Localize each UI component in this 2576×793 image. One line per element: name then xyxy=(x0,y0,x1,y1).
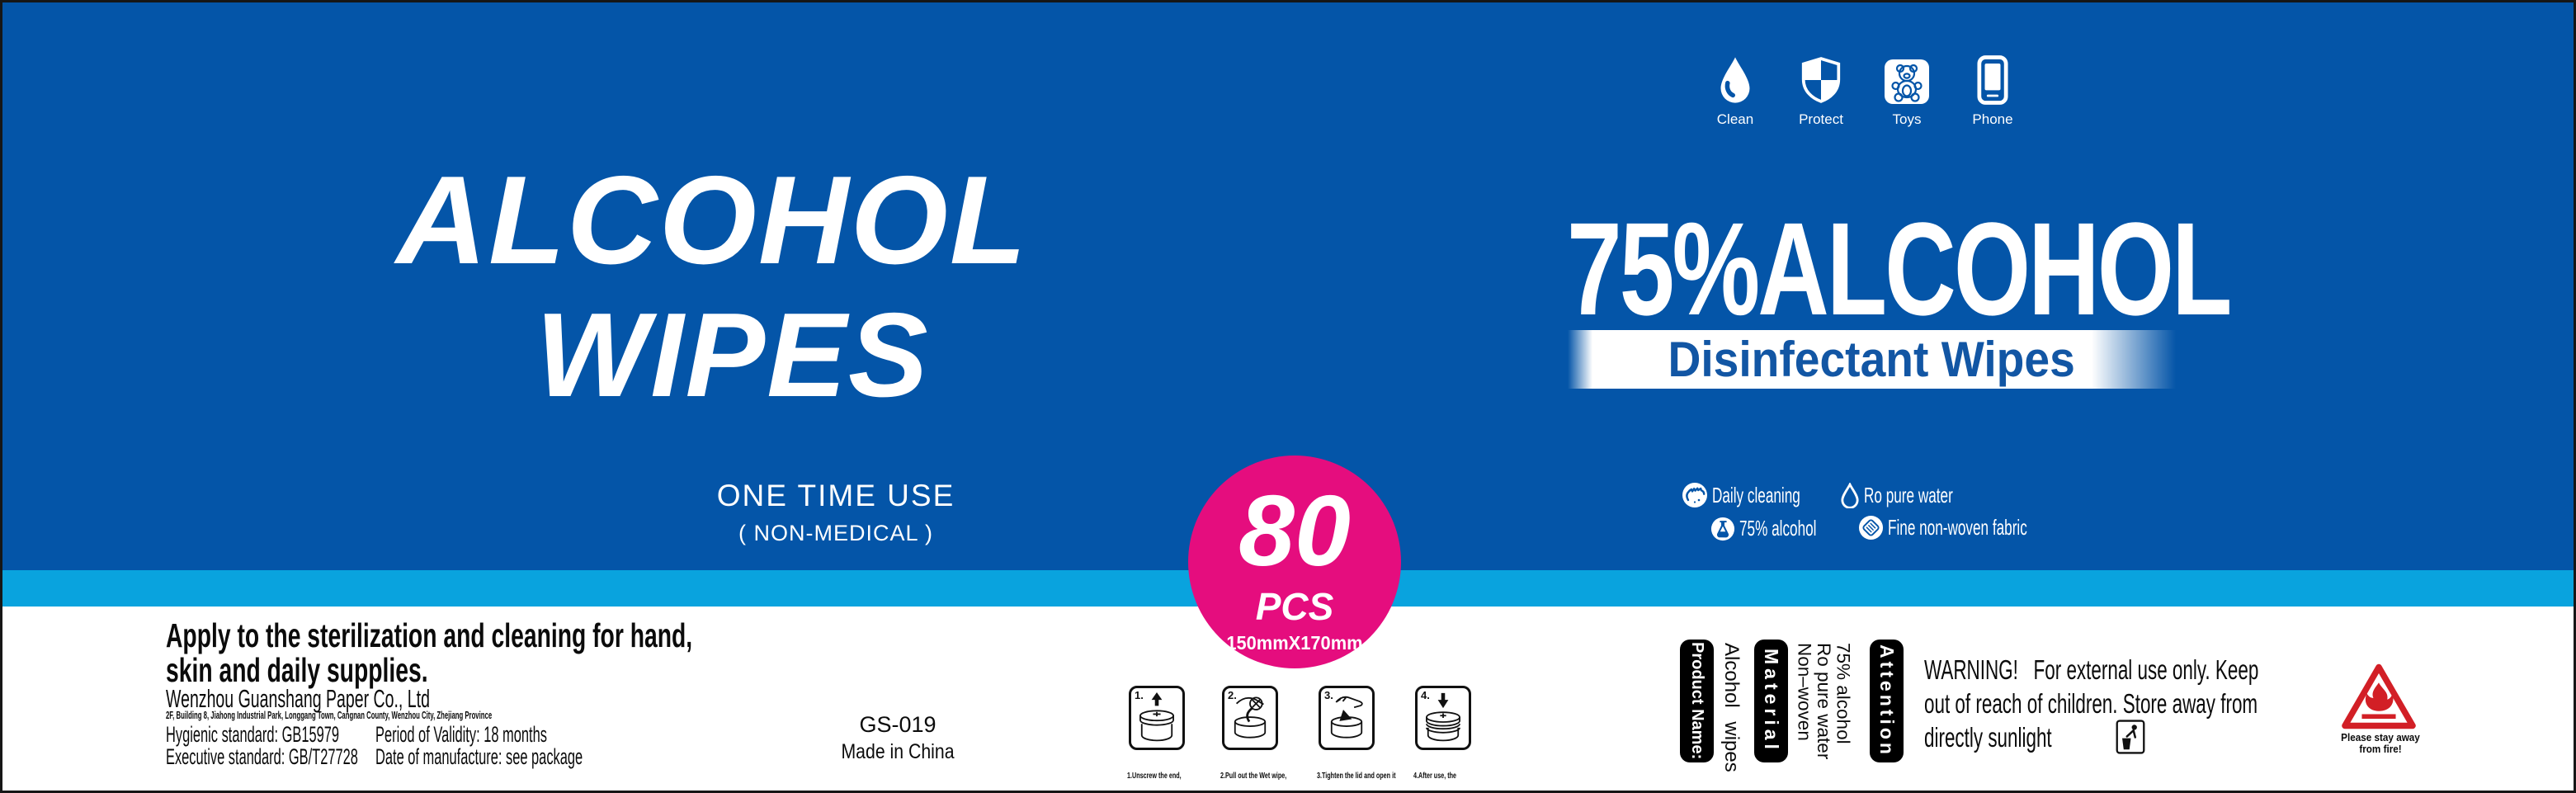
feature-label: Daily cleaning xyxy=(1712,482,1800,507)
fire-warning-caption: Please stay away from fire! xyxy=(2341,731,2420,755)
fabric-icon xyxy=(1858,515,1884,540)
subtitle-text: Disinfectant Wipes xyxy=(1668,332,2076,387)
made-in-china: Made in China xyxy=(841,740,955,763)
step-4-icon xyxy=(1415,686,1471,750)
subtitle-band: Disinfectant Wipes xyxy=(1568,330,2176,389)
shield-icon xyxy=(1800,55,1842,105)
apply-line-2: skin and daily supplies. xyxy=(166,651,428,689)
attention-label: Attention xyxy=(1876,644,1898,758)
water-drop-icon xyxy=(1716,55,1754,105)
step-1-icon xyxy=(1129,686,1185,750)
headline-75-alcohol: 75%ALCOHOL xyxy=(1567,195,2232,342)
step-3-number: 3. xyxy=(1324,689,1333,701)
warning-line-3: directly sunlight xyxy=(1924,722,2052,753)
badge-unit: PCS xyxy=(1255,585,1334,628)
benefit-label: Phone xyxy=(1972,111,2013,127)
benefit-protect: Protect xyxy=(1790,55,1852,128)
benefit-label: Toys xyxy=(1892,111,1922,127)
date-of-manufacture: Date of manufacture: see package xyxy=(375,744,583,769)
feature-daily-cleaning: Daily cleaning xyxy=(1682,482,1846,508)
step-1-caption: 1.Unscrew the end, Open the inner packin… xyxy=(1127,772,1182,781)
feature-label: Ro pure water xyxy=(1864,483,1953,507)
apply-line-1: Apply to the sterilization and cleaning … xyxy=(166,616,693,654)
benefit-label: Protect xyxy=(1799,111,1843,127)
company-address: 2F, Building 8, Jiahong Industrial Park,… xyxy=(166,710,493,721)
step-3-caption: 3.Tighten the lid and open it Small cove… xyxy=(1317,772,1396,781)
benefit-icons-row: Clean Protect xyxy=(1704,55,2024,128)
count-badge: 80 PCS 150mmX170mm xyxy=(1188,456,1401,668)
benefit-toys: Toys xyxy=(1875,55,1938,128)
step-1-number: 1. xyxy=(1135,689,1144,701)
attention-pill: Attention xyxy=(1870,640,1904,762)
water-drop-outline-icon xyxy=(1841,483,1859,508)
feature-label: Fine non-woven fabric xyxy=(1888,515,2027,540)
one-time-use-block: ONE TIME USE ( NON-MEDICAL ) xyxy=(671,479,1001,546)
non-medical-text: ( NON-MEDICAL ) xyxy=(738,521,933,545)
benefit-label: Clean xyxy=(1716,111,1754,127)
feature-non-woven: Fine non-woven fabric xyxy=(1858,515,2099,540)
benefit-phone: Phone xyxy=(1961,55,2024,128)
step-3-icon xyxy=(1319,686,1375,750)
badge-size: 150mmX170mm xyxy=(1226,632,1363,654)
product-name-pill: Product Name: xyxy=(1680,640,1714,762)
company-name: Wenzhou Guanshang Paper Co., Ltd xyxy=(166,684,430,713)
hygienic-standard: Hygienic standard: GB15979 xyxy=(166,722,340,747)
title-line-1: ALCOHOL xyxy=(396,150,1028,290)
product-title: ALCOHOL WIPES xyxy=(316,158,1108,417)
cleaning-hand-icon xyxy=(1682,483,1707,507)
feature-ro-pure-water: Ro pure water xyxy=(1840,483,1998,508)
feature-75-alcohol: 75% alcohol xyxy=(1710,516,1857,541)
warning-line-1: WARNING! For external use only. Keep xyxy=(1924,654,2259,685)
model-number: GS-019 xyxy=(859,712,937,737)
feature-label: 75% alcohol xyxy=(1739,516,1817,540)
dispose-properly-icon xyxy=(2116,720,2145,758)
product-name-label: Product Name: xyxy=(1688,642,1706,760)
step-4-number: 4. xyxy=(1421,689,1430,701)
warning-line-2: out of reach of children. Store away fro… xyxy=(1924,688,2258,719)
material-label: Material xyxy=(1761,649,1782,753)
one-time-use-text: ONE TIME USE xyxy=(716,479,955,512)
step-2-icon xyxy=(1222,686,1278,750)
period-of-validity: Period of Validity: 18 months xyxy=(375,722,547,747)
step-2-number: 2. xyxy=(1228,689,1237,701)
smartphone-icon xyxy=(1977,55,2008,105)
material-pill: Material xyxy=(1754,640,1788,762)
executive-standard: Executive standard: GB/T27728 xyxy=(166,744,358,769)
product-name-value: Alcohol wipes xyxy=(1720,643,1743,772)
material-values: 75% alcohol Ro pure water Non–woven xyxy=(1794,643,1854,760)
flask-icon xyxy=(1710,517,1735,540)
badge-count: 80 xyxy=(1238,474,1351,587)
flammable-warning-icon xyxy=(2340,662,2418,735)
teddy-bear-icon xyxy=(1885,55,1929,105)
step-2-caption: 2.Pull out the Wet wipe, put it through … xyxy=(1220,772,1287,781)
benefit-clean: Clean xyxy=(1704,55,1767,128)
step-4-caption: 4.After use, the Cover tightly again to … xyxy=(1413,772,1457,781)
title-line-2: WIPES xyxy=(535,288,930,422)
